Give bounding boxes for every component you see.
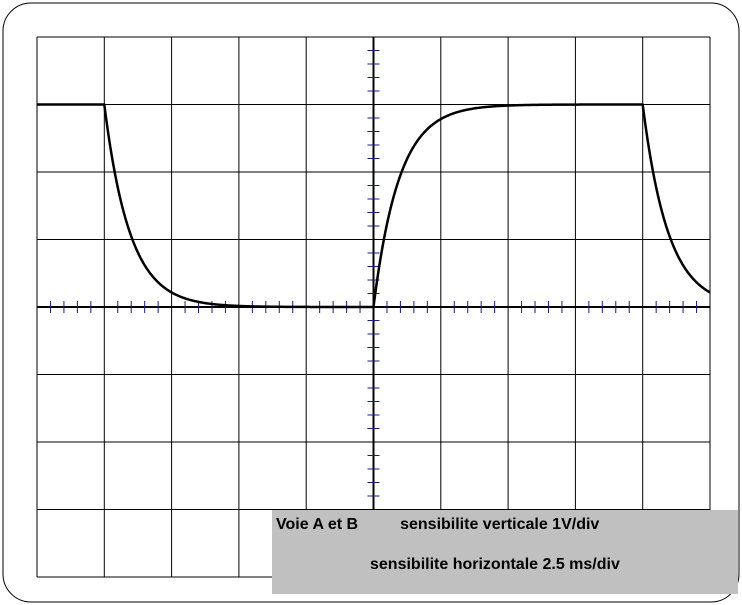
- traces: [36, 103, 711, 309]
- horizontal-sensitivity: sensibilite horizontale 2.5 ms/div: [370, 556, 620, 573]
- vertical-sensitivity: sensibilite verticale 1V/div: [400, 516, 600, 533]
- caption-line-1: Voie A et B sensibilite verticale 1V/div: [276, 516, 599, 534]
- signal-trace: [36, 103, 711, 309]
- channel-label: Voie A et B: [276, 516, 359, 533]
